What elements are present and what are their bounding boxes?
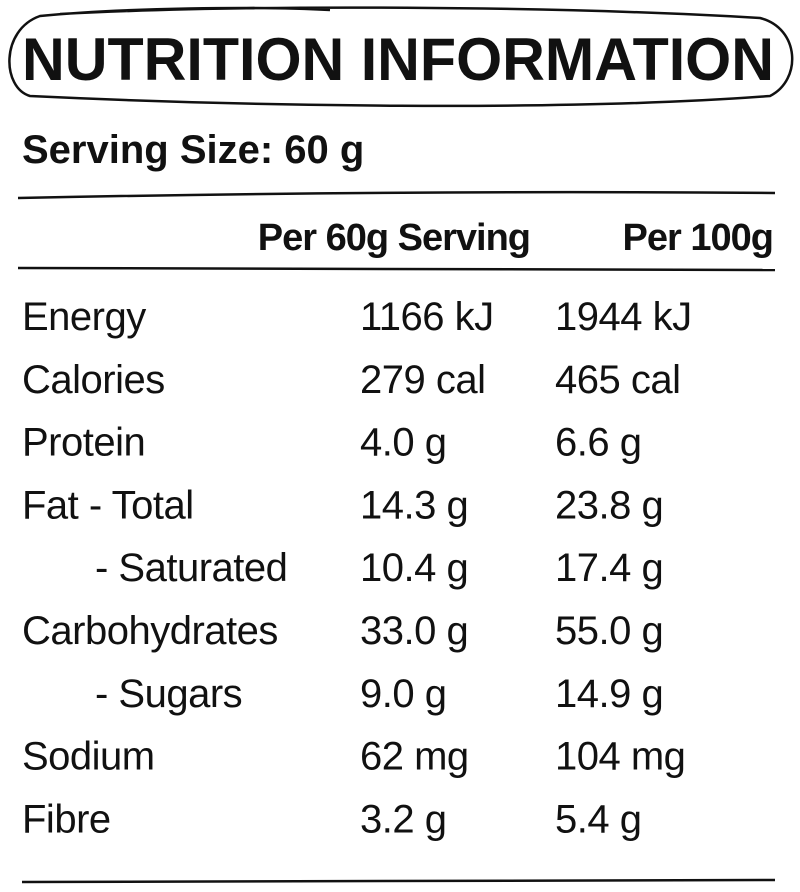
- per-100g: 23.8 g: [555, 483, 663, 527]
- row-label: Fat - Total: [22, 483, 194, 527]
- per-serving: 3.2 g: [360, 797, 446, 841]
- per-serving: 14.3 g: [360, 483, 468, 527]
- rows: Energy 1166 kJ 1944 kJ Calories 279 cal 465 c…: [22, 295, 692, 841]
- row-label: Protein: [22, 421, 145, 465]
- serving-size: Serving Size: 60 g: [22, 128, 364, 172]
- row-label: - Sugars: [95, 672, 242, 716]
- rule: [17, 266, 776, 272]
- per-100g: 55.0 g: [555, 609, 663, 653]
- per-100g: 14.9 g: [555, 672, 663, 716]
- per-serving: 10.4 g: [360, 546, 468, 590]
- row-label: Carbohydrates: [22, 609, 278, 653]
- per-100g: 6.6 g: [555, 421, 641, 465]
- per-serving: 4.0 g: [360, 421, 446, 465]
- per-100g: 5.4 g: [555, 797, 641, 841]
- title-loop: [8, 6, 794, 108]
- per-100g: 17.4 g: [555, 546, 663, 590]
- rule: [21, 878, 776, 884]
- per-serving: 33.0 g: [360, 609, 468, 653]
- row-label: Sodium: [22, 735, 155, 779]
- column-header: Per 100g: [623, 217, 773, 259]
- per-100g: 465 cal: [555, 358, 680, 402]
- row-label: Calories: [22, 358, 165, 402]
- per-serving: 279 cal: [360, 358, 485, 402]
- per-serving: 62 mg: [360, 735, 469, 779]
- row-label: Fibre: [22, 797, 111, 841]
- row-label: Energy: [22, 295, 146, 339]
- per-100g: 104 mg: [555, 735, 685, 779]
- row-label: - Saturated: [95, 546, 287, 590]
- rule: [17, 190, 776, 200]
- per-serving: 1166 kJ: [360, 295, 494, 339]
- title: NUTRITION INFORMATION: [22, 26, 774, 93]
- per-100g: 1944 kJ: [555, 295, 692, 339]
- column-header: Per 60g Serving: [258, 217, 530, 259]
- per-serving: 9.0 g: [360, 672, 446, 716]
